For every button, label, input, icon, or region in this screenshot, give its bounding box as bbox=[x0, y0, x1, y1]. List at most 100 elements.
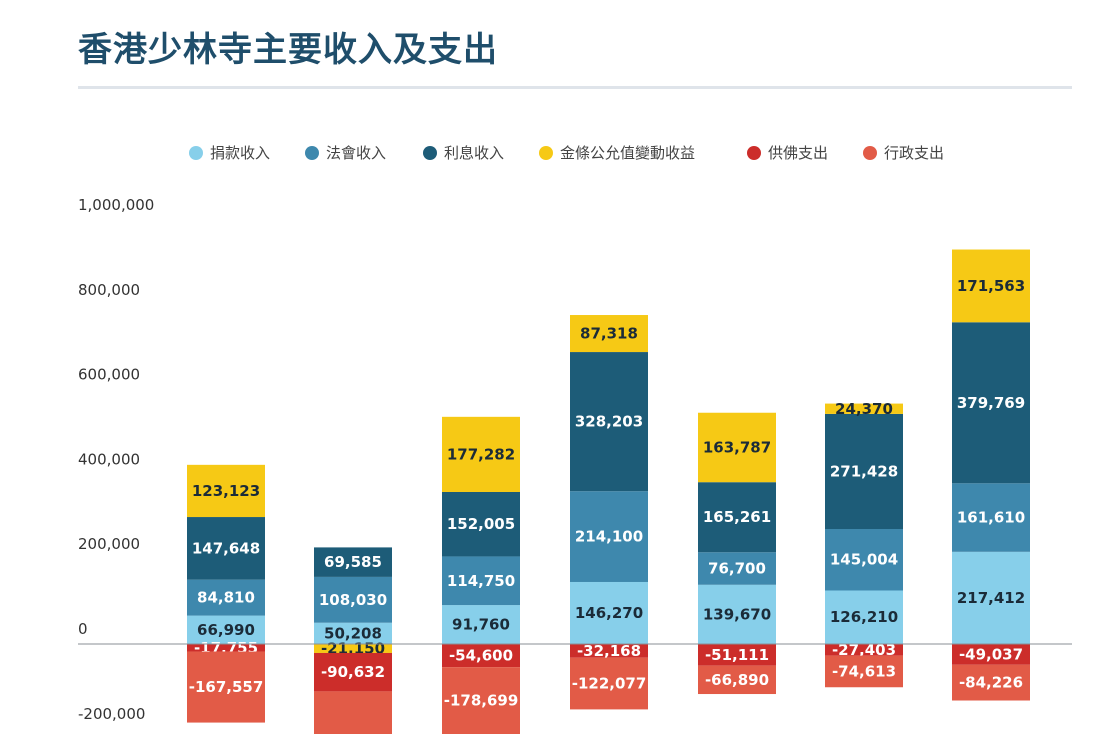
bar-segment-5-4 bbox=[698, 412, 776, 483]
legend-marker-5 bbox=[747, 146, 761, 160]
bar-segment-6-1 bbox=[825, 590, 903, 644]
data-label-3-3: 152,005 bbox=[447, 515, 515, 533]
legend-label-1: 捐款收入 bbox=[210, 144, 270, 162]
bar-segment-1-4 bbox=[187, 464, 265, 518]
data-label-5-2: 76,700 bbox=[708, 560, 766, 578]
data-label-5-3: 165,261 bbox=[703, 508, 771, 526]
y-tick-label: 0 bbox=[78, 620, 88, 638]
y-tick-label: 1,000,000 bbox=[78, 196, 154, 214]
bar-segment-3-1 bbox=[442, 605, 520, 644]
legend-label-2: 法會收入 bbox=[326, 144, 386, 162]
data-label-1-6: -167,557 bbox=[189, 678, 264, 696]
bar-segment-1-6 bbox=[187, 651, 265, 723]
bar-segment-1-2 bbox=[187, 579, 265, 616]
data-label-5-6: -66,890 bbox=[705, 671, 769, 689]
bar-segment-7-1 bbox=[952, 551, 1030, 644]
legend-label-4: 金條公允值變動收益 bbox=[560, 144, 695, 162]
data-label-7-5: -49,037 bbox=[959, 645, 1023, 663]
bar-segment-6-5 bbox=[825, 644, 903, 656]
data-label-7-3: 379,769 bbox=[957, 394, 1025, 412]
data-label-7-2: 161,610 bbox=[957, 509, 1025, 527]
bar-segment-6-6 bbox=[825, 655, 903, 688]
data-label-1-1: 66,990 bbox=[197, 621, 255, 639]
data-label-7-4: 171,563 bbox=[957, 277, 1025, 295]
bar-segment-2-2 bbox=[314, 576, 392, 623]
legend-marker-6 bbox=[863, 146, 877, 160]
data-label-4-5: -32,168 bbox=[577, 642, 641, 660]
bar-segment-7-2 bbox=[952, 483, 1030, 552]
data-label-1-4: 123,123 bbox=[192, 482, 260, 500]
data-label-3-4: 177,282 bbox=[447, 445, 515, 463]
legend-label-5: 供佛支出 bbox=[768, 144, 828, 162]
legend-marker-2 bbox=[305, 146, 319, 160]
data-label-1-3: 147,648 bbox=[192, 539, 260, 557]
data-label-3-2: 114,750 bbox=[447, 572, 515, 590]
bar-segment-5-3 bbox=[698, 482, 776, 553]
data-label-7-6: -84,226 bbox=[959, 674, 1023, 692]
bar-segment-7-4 bbox=[952, 249, 1030, 323]
legend-marker-3 bbox=[423, 146, 437, 160]
bar-segment-1-3 bbox=[187, 517, 265, 580]
bar-segment-4-6 bbox=[570, 657, 648, 710]
bar-segment-3-2 bbox=[442, 556, 520, 606]
bar-segment-4-5 bbox=[570, 644, 648, 658]
bar-segment-4-4 bbox=[570, 315, 648, 353]
data-label-2-1: 50,208 bbox=[324, 624, 382, 642]
data-label-6-5: -27,403 bbox=[832, 641, 896, 659]
bar-segment-3-6 bbox=[442, 667, 520, 734]
bar-segment-2-1 bbox=[314, 622, 392, 644]
bar-segment-5-1 bbox=[698, 584, 776, 644]
legend-label-3: 利息收入 bbox=[444, 144, 504, 162]
y-tick-label: 600,000 bbox=[78, 366, 140, 384]
bar-segment-3-3 bbox=[442, 491, 520, 557]
chart-title: 香港少林寺主要收入及支出 bbox=[78, 30, 498, 70]
bar-segment-2-5 bbox=[314, 652, 392, 692]
bar-segment-1-5 bbox=[187, 644, 265, 652]
y-tick-label: 200,000 bbox=[78, 535, 140, 553]
bar-segment-4-1 bbox=[570, 581, 648, 644]
bar-segment-1-1 bbox=[187, 615, 265, 644]
bar-segment-2-3 bbox=[314, 547, 392, 577]
data-label-4-6: -122,077 bbox=[572, 675, 647, 693]
bar-segment-4-3 bbox=[570, 352, 648, 492]
data-label-7-1: 217,412 bbox=[957, 589, 1025, 607]
bar-segment-7-6 bbox=[952, 664, 1030, 701]
data-label-4-4: 87,318 bbox=[580, 325, 638, 343]
data-label-6-6: -74,613 bbox=[832, 662, 896, 680]
bar-segment-2-6 bbox=[314, 691, 392, 734]
bar-segment-5-6 bbox=[698, 665, 776, 695]
bar-segment-6-4 bbox=[825, 403, 903, 414]
data-label-6-4: 24,370 bbox=[835, 400, 893, 418]
bar-segment-4-2 bbox=[570, 491, 648, 582]
data-label-4-1: 146,270 bbox=[575, 604, 643, 622]
legend-label-6: 行政支出 bbox=[884, 144, 944, 162]
data-label-6-2: 145,004 bbox=[830, 551, 898, 569]
data-label-1-2: 84,810 bbox=[197, 589, 255, 607]
bar-segment-7-3 bbox=[952, 322, 1030, 484]
bar-segment-5-5 bbox=[698, 644, 776, 666]
y-tick-label: 400,000 bbox=[78, 450, 140, 468]
bar-segment-6-3 bbox=[825, 413, 903, 530]
bar-segment-5-2 bbox=[698, 552, 776, 585]
data-label-2-2: 108,030 bbox=[319, 591, 387, 609]
data-label-5-1: 139,670 bbox=[703, 605, 771, 623]
data-label-2-3: 69,585 bbox=[324, 553, 382, 571]
data-label-5-4: 163,787 bbox=[703, 438, 771, 456]
data-label-5-5: -51,111 bbox=[705, 646, 769, 664]
data-label-3-5: -54,600 bbox=[449, 647, 513, 665]
data-label-3-6: -178,699 bbox=[444, 692, 519, 710]
y-tick-label: -200,000 bbox=[78, 705, 145, 723]
data-label-6-1: 126,210 bbox=[830, 608, 898, 626]
data-label-3-1: 91,760 bbox=[452, 616, 510, 634]
data-label-6-3: 271,428 bbox=[830, 462, 898, 480]
bar-segment-2-4 bbox=[314, 644, 392, 653]
y-tick-label: 800,000 bbox=[78, 281, 140, 299]
legend-marker-4 bbox=[539, 146, 553, 160]
title-divider bbox=[78, 86, 1072, 89]
bar-segment-7-5 bbox=[952, 644, 1030, 665]
data-label-4-3: 328,203 bbox=[575, 413, 643, 431]
bar-segment-3-4 bbox=[442, 416, 520, 492]
bar-segment-6-2 bbox=[825, 529, 903, 591]
data-label-2-5: -90,632 bbox=[321, 663, 385, 681]
